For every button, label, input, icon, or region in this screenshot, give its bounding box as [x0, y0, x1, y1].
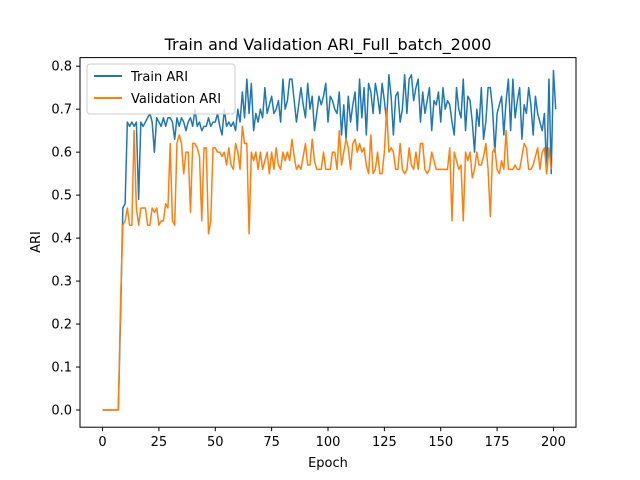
y-tick-label: 0.8	[51, 60, 72, 75]
legend: Train ARI Validation ARI	[86, 63, 236, 115]
x-tick-label: 125	[372, 435, 397, 450]
y-tick-label: 0.0	[51, 404, 72, 419]
plot-area	[102, 69, 557, 411]
series-line-validation	[102, 108, 552, 411]
x-tick-label: 75	[263, 435, 280, 450]
legend-label-train: Train ARI	[130, 70, 188, 85]
y-tick-label: 0.2	[51, 318, 72, 333]
x-tick-label: 0	[98, 435, 106, 450]
y-tick-label: 0.6	[51, 146, 72, 161]
y-axis: 0.0 0.1 0.2 0.3 0.4 0.5 0.6 0.7 0.8	[51, 60, 80, 419]
x-tick-label: 200	[541, 435, 566, 450]
x-axis-label: Epoch	[308, 456, 348, 471]
y-axis-label: ARI	[29, 231, 44, 253]
x-tick-label: 150	[428, 435, 453, 450]
chart-title: Train and Validation ARI_Full_batch_2000	[164, 35, 492, 55]
plot-frame	[79, 57, 577, 428]
y-tick-label: 0.3	[51, 275, 72, 290]
series-line-train	[102, 69, 557, 411]
y-tick-label: 0.5	[51, 189, 72, 204]
y-tick-label: 0.7	[51, 103, 72, 118]
x-tick-label: 25	[151, 435, 168, 450]
y-tick-label: 0.4	[51, 232, 72, 247]
x-tick-label: 50	[207, 435, 224, 450]
legend-label-validation: Validation ARI	[131, 92, 221, 107]
x-tick-label: 175	[485, 435, 510, 450]
legend-box	[86, 63, 236, 115]
x-tick-label: 100	[316, 435, 341, 450]
x-axis: 0 25 50 75 100 125 150 175 200	[98, 427, 566, 450]
y-tick-label: 0.1	[51, 361, 72, 376]
